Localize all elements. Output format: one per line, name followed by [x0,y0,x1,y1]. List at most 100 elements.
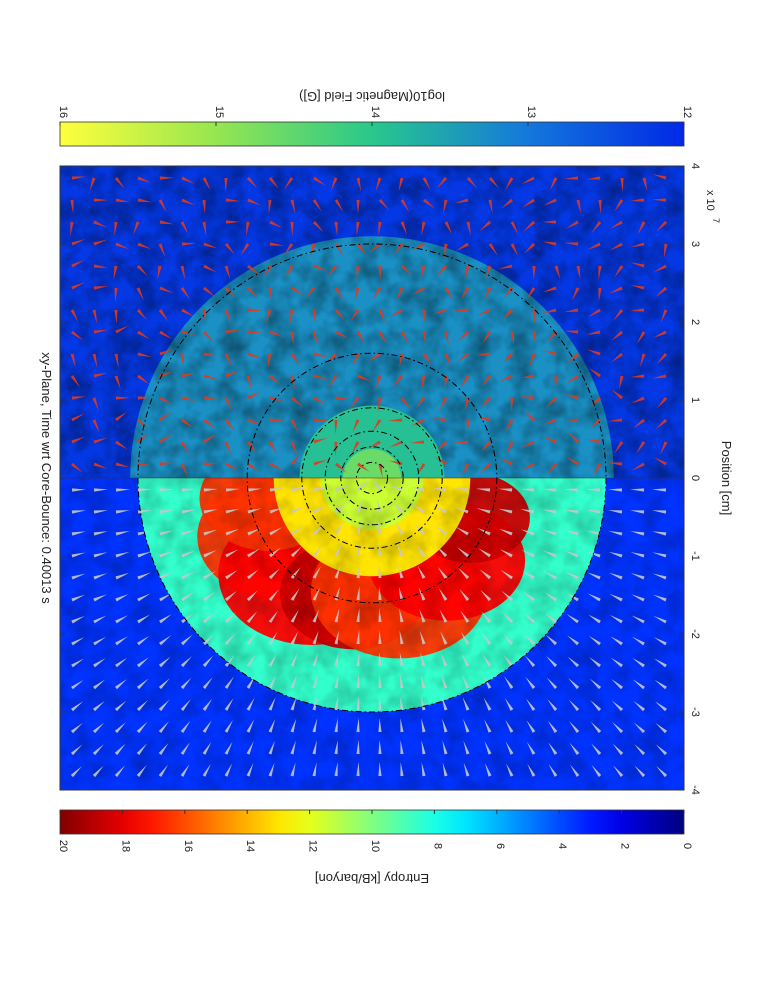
vector-arrow [506,441,514,455]
plot-area [59,165,685,791]
vector-arrow [569,721,580,734]
vector-arrow [436,440,448,452]
vector-arrow [632,418,645,429]
vector-arrow [412,286,425,296]
vector-arrow [312,587,321,601]
vector-arrow [202,199,206,214]
vector-arrow [224,242,235,255]
vector-arrow [180,221,189,235]
vector-arrow [159,551,174,558]
vector-arrow [502,611,514,624]
vector-arrow [224,397,233,411]
vector-arrow [592,463,602,476]
vector-arrow [159,530,174,536]
vector-arrow [181,571,195,580]
vector-arrow [180,764,190,777]
vector-arrow [312,331,318,346]
vector-arrow [543,571,557,580]
vector-arrow [335,485,350,492]
vector-arrow [71,637,85,646]
vector-arrow [71,436,85,444]
vector-arrow [334,674,339,689]
vector-arrow [181,198,195,206]
vector-arrow [181,530,196,536]
vector-arrow [356,520,362,535]
vector-arrow [93,510,108,514]
vector-arrow [461,463,470,477]
vector-arrow [488,243,498,256]
vector-arrow [285,265,294,279]
vector-arrow [479,220,492,232]
vector-arrow [460,287,470,300]
vector-arrow [70,462,83,473]
vector-arrow [422,177,431,191]
vector-arrow [378,630,382,645]
vector-arrow [202,612,215,624]
vector-arrow [400,397,411,410]
vector-arrow [483,675,492,689]
vector-arrow [356,499,364,513]
vector-arrow [93,658,106,668]
vector-arrow [202,720,212,733]
vector-arrow [93,372,108,378]
vector-arrow [586,509,601,514]
vector-arrow [158,199,167,213]
vector-arrow [499,457,513,466]
vector-arrow [240,243,250,256]
vector-arrow [291,525,304,536]
vector-arrow [115,242,130,250]
vector-arrow [484,762,492,777]
vector-arrow [434,525,447,536]
vector-arrow [269,527,283,536]
vector-arrow [246,675,256,689]
vector-arrow [334,308,345,321]
vector-arrow [418,587,426,601]
vector-arrow [71,658,84,668]
vector-arrow [521,176,535,185]
vector-arrow [93,264,108,268]
vector-arrow [356,331,365,345]
vector-arrow [542,220,557,224]
vector-arrow [246,176,258,189]
vector-arrow [247,462,260,472]
colorbar-tick-label: 0 [681,843,693,849]
vector-arrow [457,547,470,558]
vector-arrow [389,484,403,492]
vector-arrow [71,488,86,492]
vector-arrow [334,419,338,434]
vector-arrow [114,353,119,368]
vector-arrow [436,545,448,558]
vector-arrow [203,570,217,580]
vector-arrow [268,177,279,189]
vector-arrow [376,498,382,513]
vector-arrow [547,720,558,733]
vector-arrow [246,763,254,777]
vector-arrow [356,630,360,645]
vector-arrow [136,308,148,321]
vector-arrow [652,488,667,492]
vector-arrow [422,309,426,324]
vector-arrow [660,309,668,323]
vector-arrow [71,259,85,268]
vector-arrow [653,594,667,602]
vector-arrow [70,766,82,778]
vector-arrow [378,331,387,345]
vector-arrow [454,440,469,444]
vector-arrow [334,199,344,213]
vector-arrow [630,374,645,378]
vector-arrow [399,608,404,623]
magnetic-colorbar-label: log10(Magnetic Field [G]) [299,89,445,104]
vector-arrow [442,740,448,755]
vector-arrow [498,508,513,514]
vector-arrow [159,411,172,422]
vector-arrow [480,440,492,453]
vector-arrow [396,287,404,301]
vector-arrow [630,198,645,202]
x-tick-label: 1 [689,397,701,403]
vector-arrow [92,701,105,712]
vector-arrow [269,507,284,514]
vector-arrow [642,177,648,192]
vector-arrow [247,352,262,359]
vector-arrow [268,287,272,302]
vector-arrow [159,220,174,225]
